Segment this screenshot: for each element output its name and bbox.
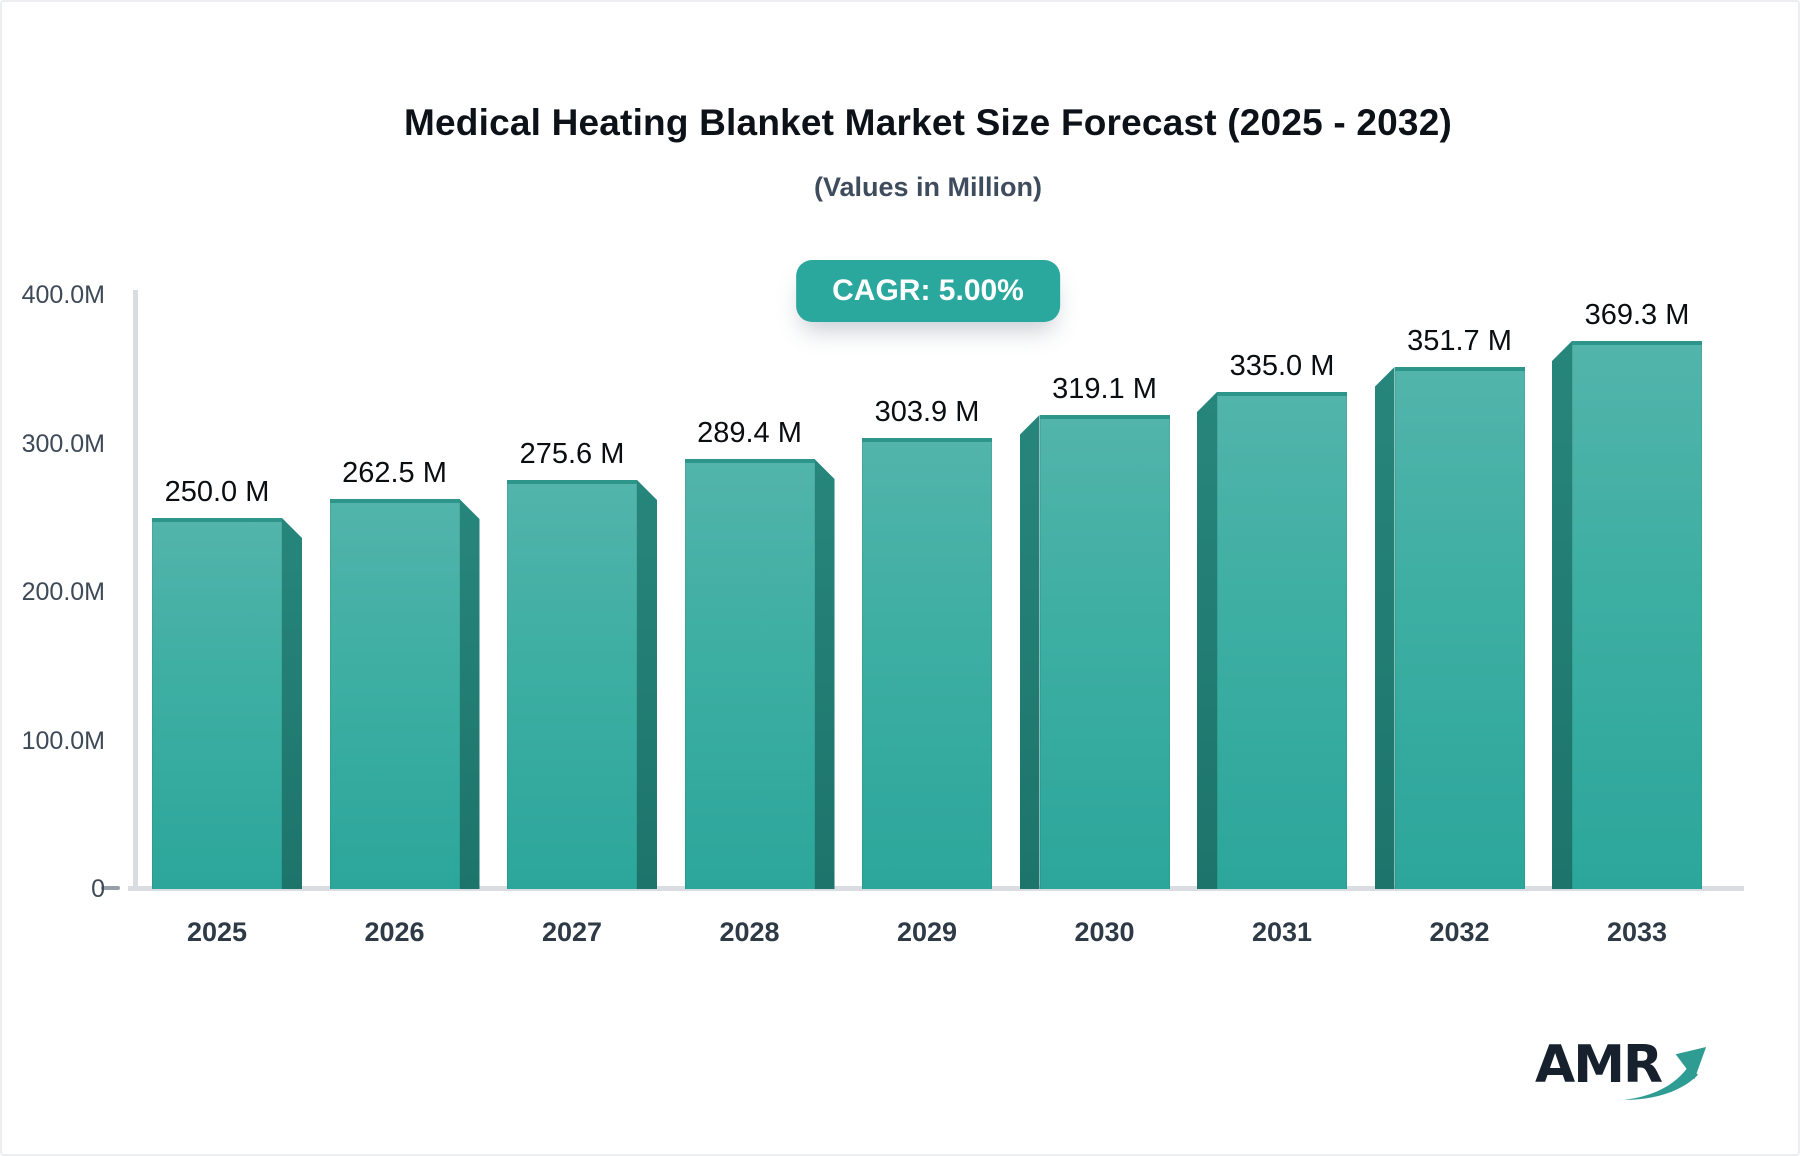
bar-side-face	[637, 480, 657, 889]
x-axis-label: 2027	[541, 917, 603, 947]
bar-side-face	[1374, 367, 1395, 889]
bar-side-face	[1552, 341, 1572, 889]
x-axis-label: 2026	[364, 917, 425, 947]
bar-side-face	[1019, 415, 1040, 889]
bar-value-label: 319.1 M	[1052, 373, 1157, 405]
y-axis-label: 100.0M	[21, 726, 105, 755]
y-axis-label: 200.0M	[21, 578, 105, 606]
bar-value-label: 262.5 M	[342, 457, 447, 489]
growth-arrow-icon	[1623, 1047, 1707, 1100]
y-axis-label: 300.0M	[21, 429, 105, 458]
x-axis-label: 2030	[1074, 917, 1135, 947]
y-axis-label: 400.0M	[21, 281, 105, 309]
x-axis-label: 2031	[1251, 917, 1313, 947]
bar-side-face	[1197, 392, 1217, 889]
x-axis-label: 2025	[186, 917, 248, 947]
bar-value-label: 275.6 M	[519, 438, 625, 470]
bar-side-face	[282, 518, 302, 889]
bar	[507, 480, 637, 889]
bar	[1394, 367, 1525, 889]
bar-value-label: 335.0 M	[1229, 350, 1335, 382]
amr-logo: AMR	[1535, 1035, 1715, 1115]
bar-value-label: 351.7 M	[1407, 325, 1512, 357]
x-axis-label: 2029	[896, 917, 958, 947]
bar	[1039, 415, 1170, 889]
bar-value-label: 250.0 M	[164, 476, 270, 508]
x-axis-label: 2033	[1606, 917, 1668, 947]
bar	[1217, 392, 1347, 889]
bar	[1572, 341, 1702, 889]
chart-subtitle: (Values in Million)	[813, 172, 1043, 202]
bar	[862, 438, 992, 889]
zero-tick-mark	[101, 886, 120, 890]
bar-value-label: 303.9 M	[874, 396, 980, 428]
bar-value-label: 369.3 M	[1584, 299, 1690, 331]
bar-side-face	[814, 459, 835, 889]
bar	[329, 499, 460, 889]
bar-side-face	[459, 499, 480, 889]
y-axis-line	[133, 290, 138, 891]
x-axis-label: 2032	[1429, 917, 1490, 947]
amr-logo-text: AMR	[1535, 1035, 1663, 1095]
bar	[684, 459, 815, 889]
chart-title: Medical Heating Blanket Market Size Fore…	[403, 102, 1452, 143]
cagr-badge: CAGR: 5.00%	[796, 260, 1060, 322]
bar	[152, 518, 282, 889]
y-axis-label: 0	[91, 875, 105, 903]
bar-value-label: 289.4 M	[697, 417, 802, 449]
x-axis-label: 2028	[719, 917, 780, 947]
